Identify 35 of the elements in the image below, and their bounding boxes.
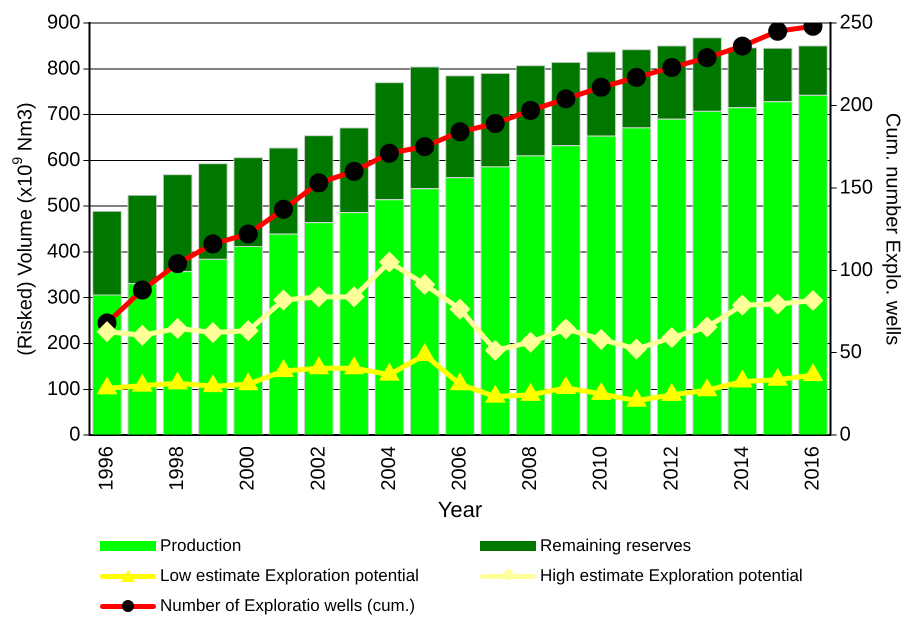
- x-axis-title: Year: [438, 496, 482, 522]
- x-tick-label: 2002: [307, 446, 330, 491]
- x-tick-label: 1996: [96, 446, 118, 491]
- y2-axis-title: Cum. number Explo. wells: [881, 112, 904, 346]
- y-tick-label: 400: [46, 240, 80, 262]
- y-tick-label: 0: [69, 424, 80, 446]
- y-tick-label: 200: [46, 332, 80, 354]
- x-tick-label: 2014: [730, 446, 753, 491]
- legend-label: Remaining reserves: [540, 536, 692, 556]
- y2-tick-label: 50: [840, 341, 862, 364]
- x-tick-label: 2004: [378, 446, 400, 491]
- y2-tick-label: 150: [840, 176, 874, 198]
- y-tick-label: 700: [46, 103, 80, 126]
- legend-label: Low estimate Exploration potential: [160, 566, 419, 586]
- y2-tick-label: 0: [840, 424, 851, 446]
- y-tick-label: 800: [46, 57, 80, 80]
- y-tick-label: 500: [46, 194, 80, 217]
- legend-label: High estimate Exploration potential: [540, 566, 803, 586]
- y-tick-label: 900: [46, 12, 80, 34]
- y2-tick-label: 250: [840, 12, 874, 34]
- x-tick-label: 2012: [660, 446, 682, 491]
- x-tick-label: 2010: [590, 446, 612, 491]
- legend-label: Production: [160, 536, 242, 556]
- x-tick-label: 1998: [166, 446, 188, 491]
- y-axis-title: (Risked) Volume (x109 Nm3): [8, 102, 37, 356]
- x-tick-label: 2000: [236, 446, 259, 491]
- y-tick-label: 600: [46, 148, 80, 171]
- y-tick-label: 100: [46, 378, 80, 400]
- legend-label: Number of Exploratio wells (cum.): [160, 596, 416, 616]
- x-tick-label: 2006: [448, 446, 471, 491]
- y2-tick-label: 100: [840, 258, 874, 281]
- y2-tick-label: 200: [840, 94, 874, 116]
- x-tick-label: 2008: [519, 446, 542, 491]
- y-tick-label: 300: [46, 286, 80, 308]
- x-tick-label: 2016: [801, 446, 824, 491]
